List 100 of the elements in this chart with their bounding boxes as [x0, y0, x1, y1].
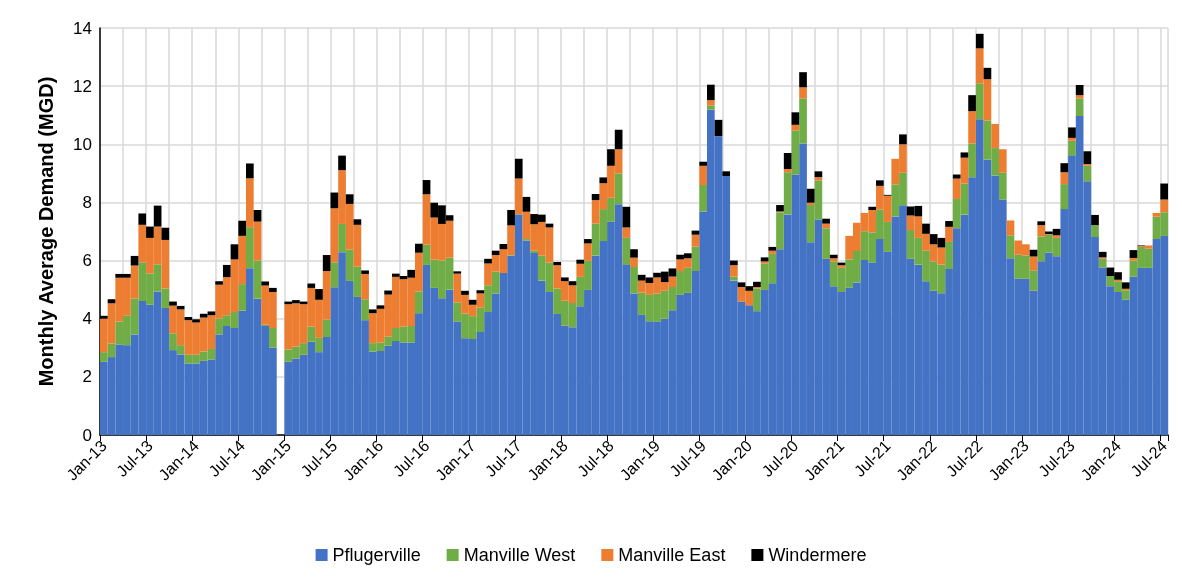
bar [322, 255, 331, 272]
bar [468, 299, 477, 305]
bar [791, 124, 800, 131]
bar [1083, 151, 1092, 165]
bar [1091, 214, 1099, 226]
bar [1068, 127, 1076, 138]
bar [968, 111, 976, 144]
bar [1121, 282, 1130, 289]
bar [269, 328, 277, 348]
bar [353, 219, 362, 225]
bar [415, 291, 423, 314]
bar [975, 33, 984, 49]
bar [138, 213, 147, 225]
bar [876, 180, 884, 186]
bar [261, 281, 270, 286]
bar [630, 249, 638, 258]
bar [968, 143, 976, 178]
y-tick-label: 10 [73, 134, 92, 154]
bar [599, 177, 608, 184]
bar [368, 309, 377, 314]
bar [107, 299, 116, 304]
bar [561, 277, 569, 282]
bar [730, 265, 738, 277]
bar [1068, 140, 1076, 156]
bar [1060, 172, 1069, 185]
bar [822, 218, 830, 224]
bar [576, 259, 585, 264]
bar [1029, 249, 1038, 257]
bar [553, 262, 562, 266]
bar [415, 243, 423, 253]
bar [622, 237, 631, 265]
y-tick-label: 12 [73, 76, 92, 96]
bar [699, 161, 707, 166]
bar [269, 287, 277, 292]
bar [691, 234, 700, 247]
bar [338, 155, 346, 171]
bar [791, 112, 800, 125]
bar [706, 100, 715, 106]
bar [453, 271, 462, 274]
bar [1068, 137, 1076, 141]
bar [1091, 225, 1099, 238]
bar [1129, 257, 1138, 261]
bar [245, 163, 254, 179]
bar [829, 258, 838, 262]
bar [476, 290, 485, 294]
bar [945, 226, 953, 242]
bar [238, 284, 246, 311]
bar [806, 188, 815, 203]
bar [799, 72, 807, 88]
bar [238, 220, 246, 236]
legend-label: Pflugerville [332, 545, 421, 565]
bar [922, 223, 930, 234]
bar [130, 255, 139, 266]
bar [507, 209, 515, 226]
bar [514, 158, 523, 179]
bar [491, 250, 500, 256]
bar [968, 95, 976, 112]
bar [899, 134, 907, 145]
bar [822, 228, 830, 259]
bar [222, 264, 231, 278]
bar [345, 194, 354, 204]
bar [169, 301, 177, 306]
bar [1075, 84, 1084, 96]
y-tick-label: 4 [82, 309, 92, 329]
bar [361, 299, 369, 321]
bar [1060, 163, 1069, 173]
bar [714, 119, 723, 137]
y-tick-label: 14 [73, 18, 92, 38]
bar [991, 123, 999, 149]
bar [461, 290, 469, 295]
bar [1052, 235, 1061, 238]
bar [960, 152, 969, 158]
bar [230, 244, 239, 260]
bar [315, 289, 323, 300]
bar [1129, 250, 1138, 258]
bar [706, 84, 715, 101]
bar [768, 250, 777, 254]
bar [384, 290, 392, 295]
bar [814, 171, 823, 178]
bar [322, 319, 331, 338]
bar [1037, 221, 1046, 226]
bar [1160, 183, 1168, 200]
bar [1006, 220, 1015, 236]
bar [760, 261, 769, 264]
bar [607, 149, 615, 166]
y-axis-title: Monthly Average Demand (MGD) [35, 76, 57, 387]
bar [768, 246, 777, 251]
bar [975, 83, 984, 120]
bar [730, 276, 738, 281]
bar [161, 227, 170, 240]
bar [376, 305, 385, 309]
bar [215, 281, 223, 285]
bar [1060, 184, 1069, 210]
bar [622, 206, 631, 228]
bar [1160, 199, 1168, 213]
legend-label: Manville West [463, 545, 576, 565]
bar [576, 263, 585, 277]
bar [699, 165, 707, 185]
legend-label: Windermere [768, 545, 867, 565]
bar [1075, 98, 1084, 117]
